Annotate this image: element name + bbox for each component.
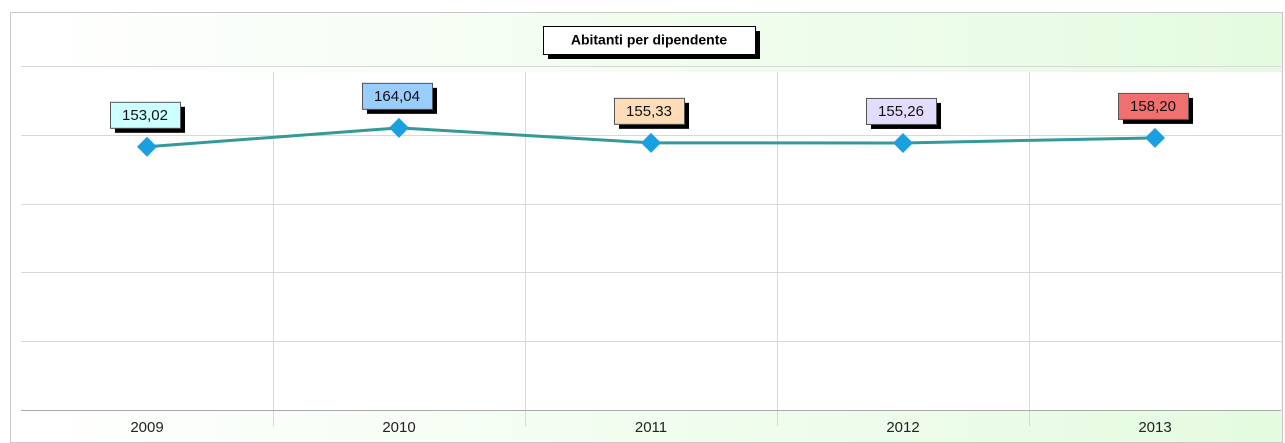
x-tick-label: 2009	[130, 419, 163, 436]
data-label: 164,04	[374, 88, 420, 105]
data-label: 155,33	[626, 103, 672, 120]
data-label-box	[866, 97, 937, 125]
marker	[137, 136, 157, 157]
data-label-box	[110, 101, 181, 129]
marker	[1145, 127, 1165, 148]
x-tick-label: 2010	[382, 419, 415, 436]
x-tick-label: 2013	[1138, 419, 1171, 436]
data-label-box	[614, 97, 685, 125]
chart-title: Abitanti per dipendente	[571, 32, 728, 48]
x-tick-label: 2012	[886, 419, 919, 436]
marker	[641, 132, 661, 153]
marker	[389, 117, 409, 138]
data-label: 158,20	[1130, 98, 1176, 115]
data-label: 155,26	[878, 103, 924, 120]
x-tick-label: 2011	[635, 419, 667, 436]
data-label-box	[1118, 92, 1189, 120]
title-box	[543, 26, 756, 55]
marker	[893, 132, 913, 153]
data-label: 153,02	[122, 107, 168, 124]
data-label-box	[362, 82, 433, 110]
